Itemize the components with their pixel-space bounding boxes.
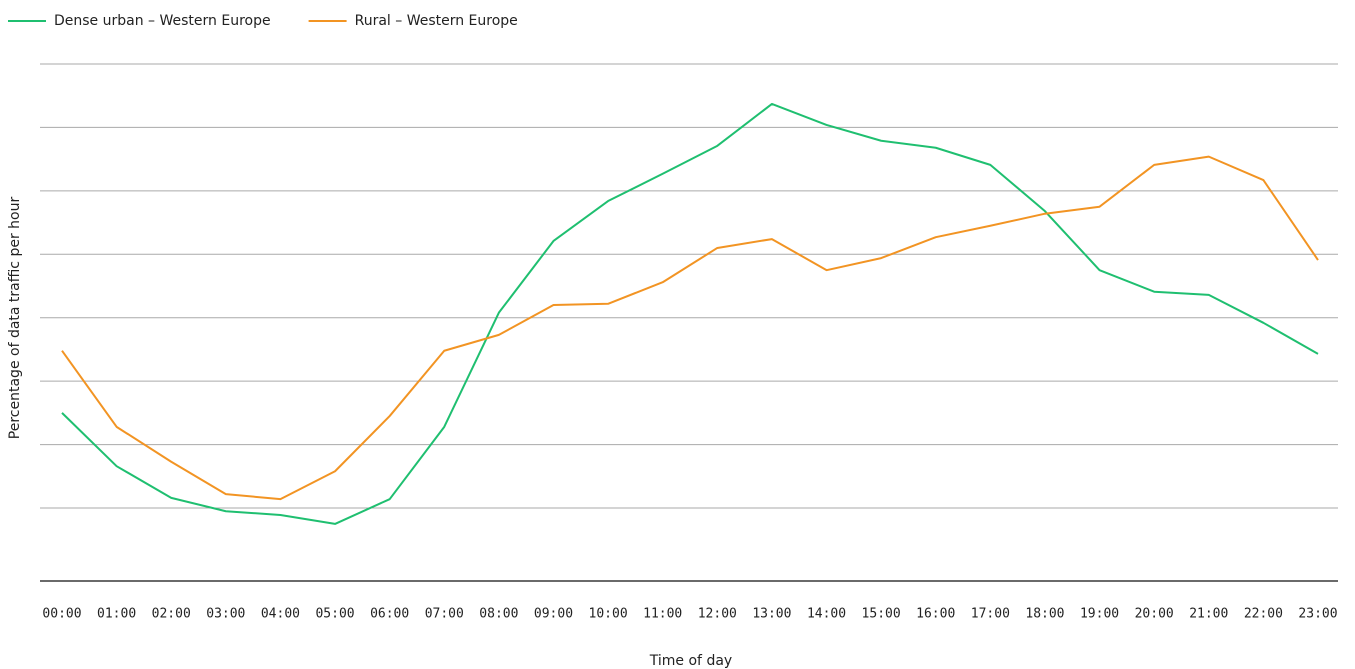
x-tick-label: 07:00: [425, 607, 464, 622]
x-tick-label: 18:00: [1025, 607, 1064, 622]
x-tick-label: 01:00: [97, 607, 136, 622]
x-tick-label: 12:00: [698, 607, 737, 622]
y-axis-label: Percentage of data traffic per hour: [7, 197, 23, 440]
x-tick-label: 02:00: [152, 607, 191, 622]
legend-label: Rural – Western Europe: [355, 13, 518, 29]
x-axis-label: Time of day: [649, 653, 732, 669]
x-tick-label: 21:00: [1189, 607, 1228, 622]
x-tick-label: 08:00: [479, 607, 518, 622]
x-tick-label: 22:00: [1244, 607, 1283, 622]
x-tick-label: 09:00: [534, 607, 573, 622]
x-tick-label: 23:00: [1298, 607, 1337, 622]
x-tick-label: 05:00: [315, 607, 354, 622]
x-tick-label: 16:00: [916, 607, 955, 622]
series-line: [61, 102, 1319, 525]
x-tick-label: 10:00: [589, 607, 628, 622]
legend-label: Dense urban – Western Europe: [54, 13, 271, 29]
x-tick-label: 00:00: [42, 607, 81, 622]
x-tick-label: 20:00: [1135, 607, 1174, 622]
x-tick-label: 17:00: [971, 607, 1010, 622]
x-tick-label: 15:00: [862, 607, 901, 622]
x-tick-label: 04:00: [261, 607, 300, 622]
x-tick-label: 13:00: [752, 607, 791, 622]
x-tick-label: 03:00: [206, 607, 245, 622]
x-tick-label: 14:00: [807, 607, 846, 622]
x-tick-label: 06:00: [370, 607, 409, 622]
x-tick-label: 19:00: [1080, 607, 1119, 622]
series-line: [61, 155, 1319, 501]
x-tick-label: 11:00: [643, 607, 682, 622]
